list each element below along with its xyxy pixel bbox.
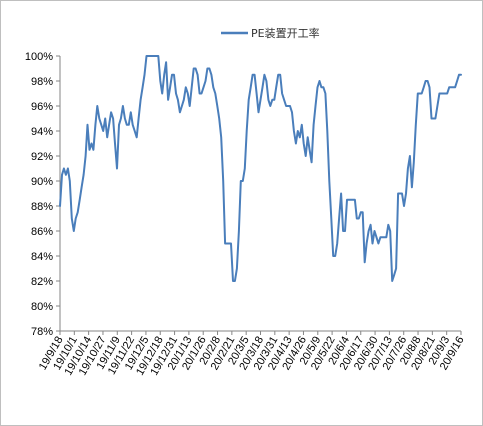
series-line-pe-operating-rate — [59, 55, 462, 282]
y-tick-label: 98% — [31, 76, 53, 88]
y-tick-label: 78% — [31, 326, 53, 338]
y-tick-label: 94% — [31, 126, 53, 138]
y-tick-label: 80% — [31, 301, 53, 313]
legend: PE装置开工率 — [221, 26, 320, 40]
y-tick-label: 100% — [25, 51, 53, 63]
y-tick-label: 86% — [31, 226, 53, 238]
x-axis-ticks: 19/9/1819/10/119/10/1419/10/2719/11/919/… — [37, 331, 467, 378]
y-tick-label: 92% — [31, 151, 53, 163]
y-tick-label: 88% — [31, 201, 53, 213]
y-tick-label: 96% — [31, 101, 53, 113]
y-tick-label: 90% — [31, 176, 53, 188]
y-axis-ticks: 78% 80% 82% 84% 86% 88% 90% 92% 94% 96% 98% 100% — [25, 51, 60, 338]
y-tick-label: 84% — [31, 251, 53, 263]
y-tick-label: 82% — [31, 276, 53, 288]
legend-label: PE装置开工率 — [251, 26, 320, 40]
